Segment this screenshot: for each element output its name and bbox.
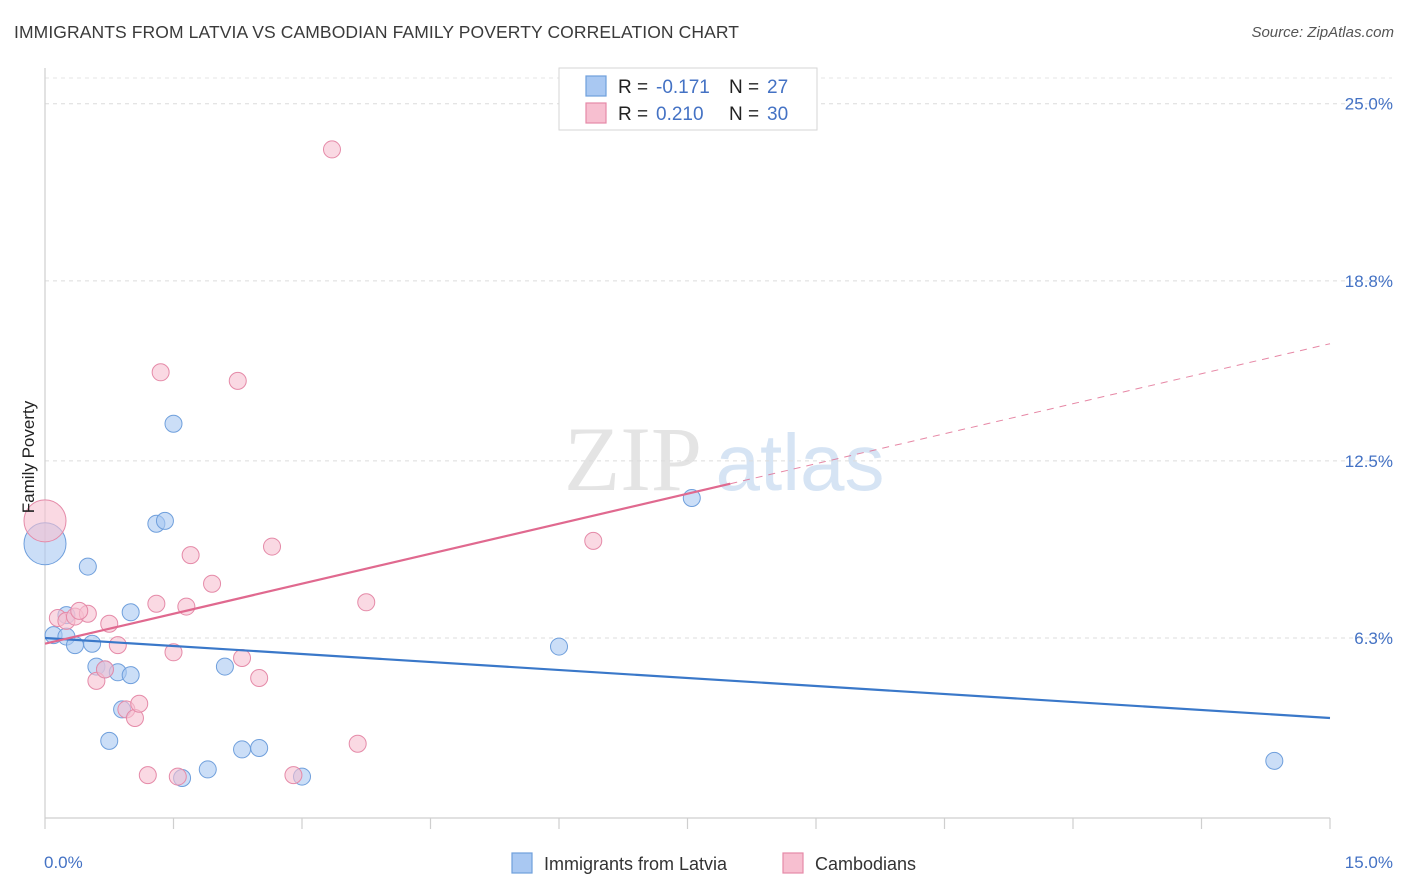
point-cambodians-21 <box>228 371 247 390</box>
x-tick-label-1: 15.0% <box>1345 853 1393 872</box>
series-legend-label-latvia: Immigrants from Latvia <box>544 854 728 874</box>
point-cambodians-9 <box>95 660 114 679</box>
point-latvia-21 <box>250 739 269 757</box>
point-latvia-25 <box>1265 751 1284 770</box>
point-cambodians-29 <box>584 531 603 550</box>
point-cambodians-26 <box>322 140 341 159</box>
y-tick-label-0: 6.3% <box>1354 629 1393 648</box>
point-cambodians-12 <box>130 694 149 713</box>
point-latvia-17 <box>215 657 234 676</box>
y-tick-label-3: 25.0% <box>1345 95 1393 114</box>
chart-title: IMMIGRANTS FROM LATVIA VS CAMBODIAN FAMI… <box>14 22 740 42</box>
source-label: Source: ZipAtlas.com <box>1251 24 1394 41</box>
point-latvia-16 <box>164 414 183 433</box>
point-cambodians-28 <box>357 593 376 612</box>
y-tick-labels: 6.3% 12.5% 18.8% 25.0% <box>1345 95 1393 648</box>
point-cambodians-16 <box>164 643 183 662</box>
x-tick-labels: 0.0% 15.0% <box>44 853 1393 872</box>
trend-line-latvia <box>44 636 1331 720</box>
point-cambodians-13 <box>138 766 157 785</box>
point-latvia-4 <box>83 634 102 653</box>
legend-r-label-cambodians: R = <box>618 104 648 125</box>
legend-r-value-cambodians: 0.210 <box>656 104 704 125</box>
point-cambodians-5 <box>70 601 89 620</box>
point-cambodians-19 <box>181 546 200 565</box>
legend-n-label-cambodians: N = <box>729 104 759 125</box>
point-cambodians-17 <box>168 767 187 786</box>
y-tick-label-1: 12.5% <box>1345 452 1393 471</box>
legend-n-label-latvia: N = <box>729 77 759 98</box>
point-cambodians-25 <box>284 766 303 785</box>
point-cambodians-20 <box>203 574 222 593</box>
series-legend: Immigrants from Latvia Cambodians <box>511 852 916 874</box>
correlation-legend: R = -0.171 N = 27 R = 0.210 N = 30 <box>558 67 818 131</box>
point-cambodians-22 <box>233 649 252 667</box>
series-legend-swatch-latvia <box>511 852 533 874</box>
trend-line-extension-cambodians <box>730 343 1331 485</box>
point-cambodians-7 <box>108 636 127 655</box>
y-tick-label-2: 18.8% <box>1345 272 1393 291</box>
point-cambodians-24 <box>263 537 282 556</box>
legend-r-label-latvia: R = <box>618 77 648 98</box>
point-cambodians-27 <box>348 734 367 753</box>
legend-swatch-cambodians <box>585 102 607 124</box>
legend-r-value-latvia: -0.171 <box>656 77 710 98</box>
point-cambodians-23 <box>250 669 269 687</box>
series-legend-label-cambodians: Cambodians <box>815 854 916 874</box>
watermark-zip: ZIP <box>564 408 702 510</box>
point-latvia-13 <box>121 603 140 622</box>
point-cambodians-14 <box>147 594 166 613</box>
legend-n-value-cambodians: 30 <box>767 104 788 125</box>
legend-swatch-latvia <box>585 75 607 97</box>
axes <box>44 68 1331 829</box>
point-latvia-23 <box>550 637 568 656</box>
data-points <box>23 140 1284 787</box>
point-latvia-19 <box>198 760 217 779</box>
point-latvia-15 <box>155 511 174 530</box>
legend-n-value-latvia: 27 <box>767 77 788 98</box>
y-axis-label: Family Poverty <box>19 400 38 513</box>
point-latvia-10 <box>121 666 140 685</box>
x-tick-label-0: 0.0% <box>44 853 83 872</box>
point-latvia-6 <box>78 557 97 576</box>
grid-lines <box>45 77 1392 639</box>
trend-line-cambodians <box>44 482 731 645</box>
watermark-atlas: atlas <box>716 418 885 507</box>
point-latvia-12 <box>100 731 119 750</box>
point-cambodians-15 <box>151 363 170 382</box>
trend-lines <box>44 343 1331 720</box>
series-legend-swatch-cambodians <box>782 852 804 874</box>
point-latvia-20 <box>233 740 252 759</box>
point-cambodians-0 <box>23 499 67 543</box>
